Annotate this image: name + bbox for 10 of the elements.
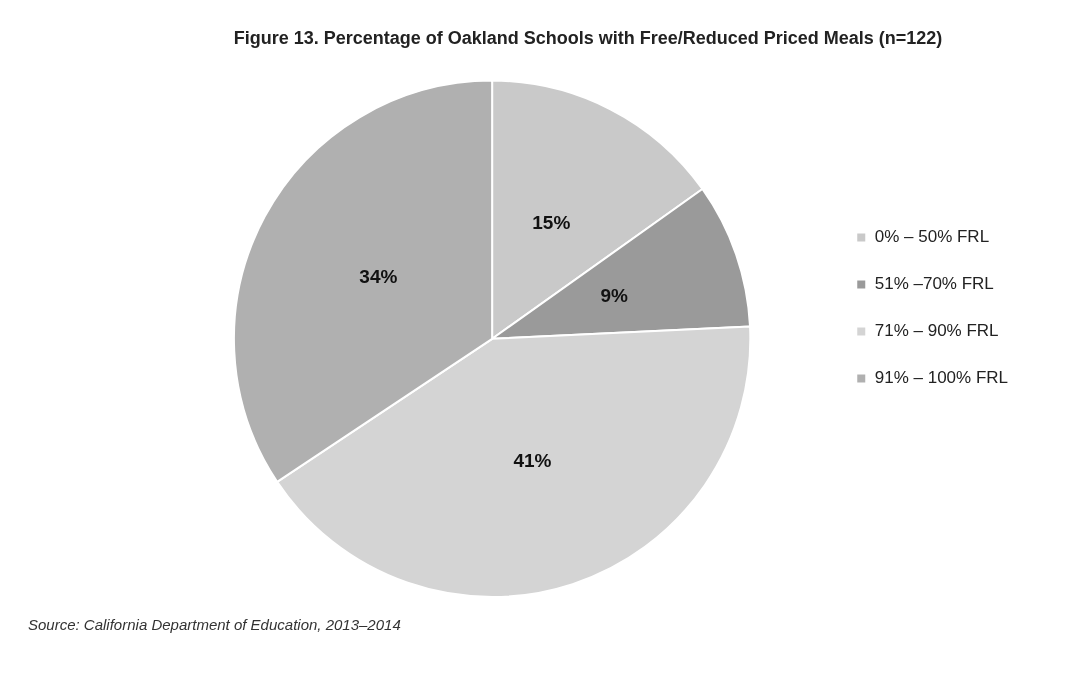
legend-label: 51% –70% FRL (874, 274, 994, 294)
legend-label: 0% – 50% FRL (874, 227, 990, 247)
data-label: 34% (359, 266, 398, 288)
chart-title: Figure 13. Percentage of Oakland Schools with Free/Reduced Priced Meals (n=122) (233, 27, 943, 48)
source-note: Source: California Department of Education, 2013–2014 (28, 616, 402, 633)
legend-label: 71% – 90% FRL (874, 321, 999, 341)
data-label: 41% (513, 449, 552, 471)
data-label: 15% (532, 212, 571, 234)
data-label: 9% (600, 284, 628, 306)
legend-label: 91% – 100% FRL (874, 368, 1009, 388)
